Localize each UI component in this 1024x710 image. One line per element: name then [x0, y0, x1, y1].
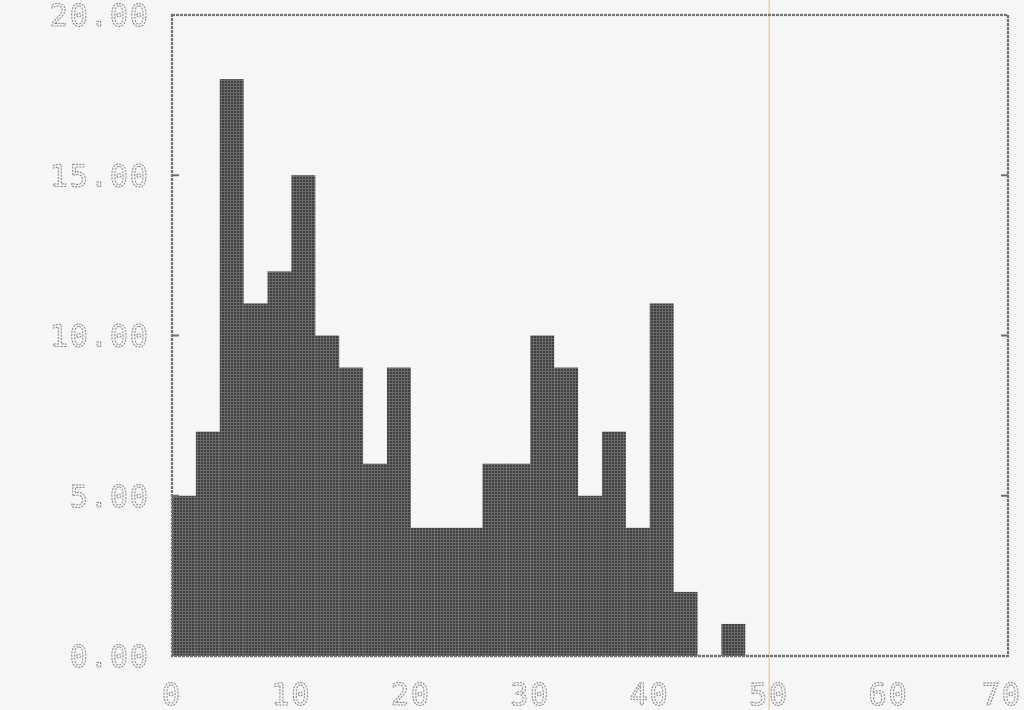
x-axis-tick-labels: 0 10 20 30 40 50 60 70 — [161, 677, 1022, 710]
x-tick-label: 0 — [162, 678, 182, 710]
histogram-bar — [601, 431, 626, 656]
x-tick-label: 40 — [630, 678, 670, 710]
histogram-bar — [172, 495, 196, 656]
histogram-bar — [243, 303, 268, 656]
histogram-bar — [458, 527, 483, 656]
y-tick-label: 5.00 — [70, 480, 150, 515]
histogram-bar — [506, 463, 531, 656]
histogram-bar — [315, 335, 340, 656]
histogram-bar — [649, 303, 674, 656]
histogram-bar — [578, 495, 602, 656]
histogram-bar — [267, 271, 292, 656]
histogram-bar — [625, 527, 650, 656]
x-tick-label: 60 — [869, 678, 909, 710]
histogram-bar — [291, 175, 316, 656]
histogram-bar — [482, 463, 507, 656]
y-tick-label: 20.00 — [50, 0, 150, 34]
histogram-bar — [530, 335, 555, 656]
x-tick-label: 50 — [749, 678, 789, 710]
histogram-bar — [434, 527, 459, 656]
histogram-bar — [195, 431, 220, 656]
histogram-bar — [339, 367, 364, 656]
y-tick-label: 0.00 — [70, 640, 150, 675]
y-tick-label: 10.00 — [50, 320, 150, 355]
x-tick-label: 10 — [271, 678, 311, 710]
y-tick-label: 15.00 — [50, 159, 150, 194]
y-axis-tick-labels: 0.00 5.00 10.00 15.00 20.00 — [49, 0, 150, 676]
histogram-bar — [219, 79, 244, 657]
histogram-bar — [554, 367, 579, 656]
x-tick-label: 70 — [982, 678, 1022, 710]
histogram-bars — [172, 79, 746, 657]
histogram-bar — [363, 463, 387, 656]
histogram-bar — [410, 527, 435, 656]
x-tick-label: 20 — [391, 678, 431, 710]
y-axis-ticks — [172, 174, 1008, 497]
histogram-bar — [721, 623, 746, 656]
x-tick-label: 30 — [510, 678, 550, 710]
histogram-bar — [386, 367, 411, 656]
histogram-bar — [673, 591, 698, 656]
